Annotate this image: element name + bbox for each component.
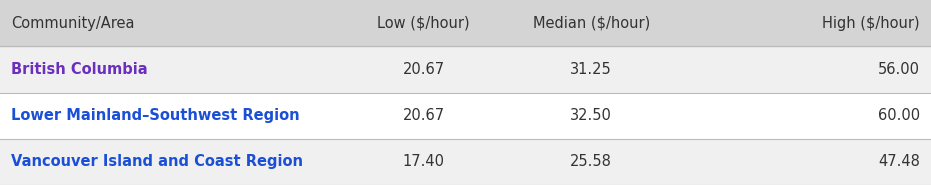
Text: 20.67: 20.67 [402, 62, 445, 77]
Text: 56.00: 56.00 [878, 62, 920, 77]
Text: Lower Mainland–Southwest Region: Lower Mainland–Southwest Region [11, 108, 300, 123]
Text: Vancouver Island and Coast Region: Vancouver Island and Coast Region [11, 154, 304, 169]
Text: Low ($/hour): Low ($/hour) [377, 16, 470, 31]
FancyBboxPatch shape [0, 0, 931, 46]
Text: 31.25: 31.25 [571, 62, 612, 77]
Text: 25.58: 25.58 [571, 154, 612, 169]
FancyBboxPatch shape [0, 46, 931, 92]
Text: 47.48: 47.48 [878, 154, 920, 169]
Text: 32.50: 32.50 [571, 108, 612, 123]
Text: Community/Area: Community/Area [11, 16, 135, 31]
Text: British Columbia: British Columbia [11, 62, 148, 77]
Text: Median ($/hour): Median ($/hour) [533, 16, 650, 31]
Text: 20.67: 20.67 [402, 108, 445, 123]
FancyBboxPatch shape [0, 139, 931, 185]
Text: High ($/hour): High ($/hour) [822, 16, 920, 31]
Text: 17.40: 17.40 [402, 154, 445, 169]
FancyBboxPatch shape [0, 92, 931, 139]
Text: 60.00: 60.00 [878, 108, 920, 123]
